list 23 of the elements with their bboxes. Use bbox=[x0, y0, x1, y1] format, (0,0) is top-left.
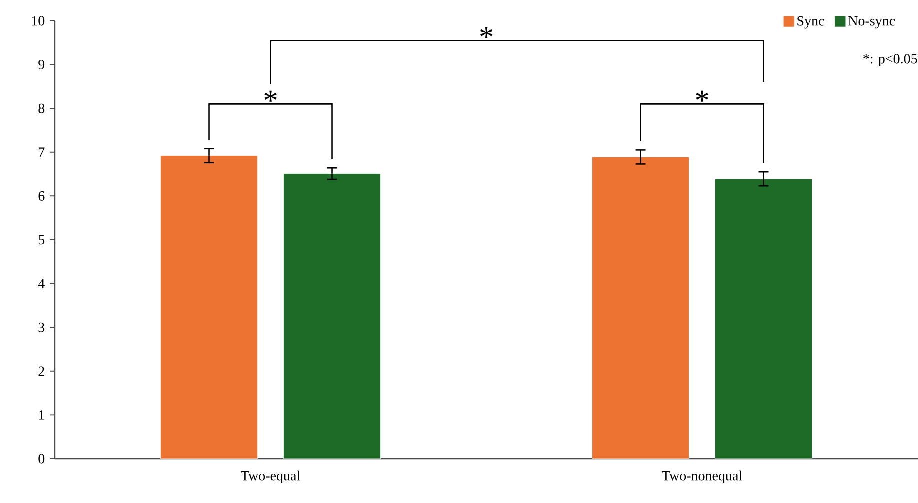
annotation: * bbox=[696, 90, 708, 102]
x-tick-label: Two-equal bbox=[241, 470, 300, 484]
x-tick-label: Two-nonequal bbox=[662, 470, 742, 484]
bar bbox=[592, 157, 690, 460]
annotation: * bbox=[480, 27, 493, 38]
bar bbox=[160, 156, 258, 460]
y-tick-label: 6 bbox=[38, 191, 45, 201]
legend-label: No-sync bbox=[848, 16, 896, 29]
y-tick-label: 3 bbox=[38, 322, 45, 332]
y-tick-label: 0 bbox=[38, 454, 45, 464]
annotation: * bbox=[264, 90, 277, 102]
bar bbox=[284, 174, 381, 460]
bar bbox=[715, 178, 812, 460]
y-tick-label: 8 bbox=[38, 104, 45, 114]
annotation: *: p<0.05 bbox=[864, 54, 918, 67]
y-tick-label: 7 bbox=[39, 148, 45, 157]
y-tick-label: 2 bbox=[38, 366, 44, 376]
y-tick-label: 1 bbox=[39, 410, 44, 420]
y-tick-label: 9 bbox=[38, 60, 45, 70]
y-tick-label: 10 bbox=[32, 16, 45, 26]
y-tick-label: 5 bbox=[38, 235, 45, 245]
y-tick-label: 4 bbox=[38, 279, 45, 288]
legend-label: Sync bbox=[798, 16, 824, 29]
